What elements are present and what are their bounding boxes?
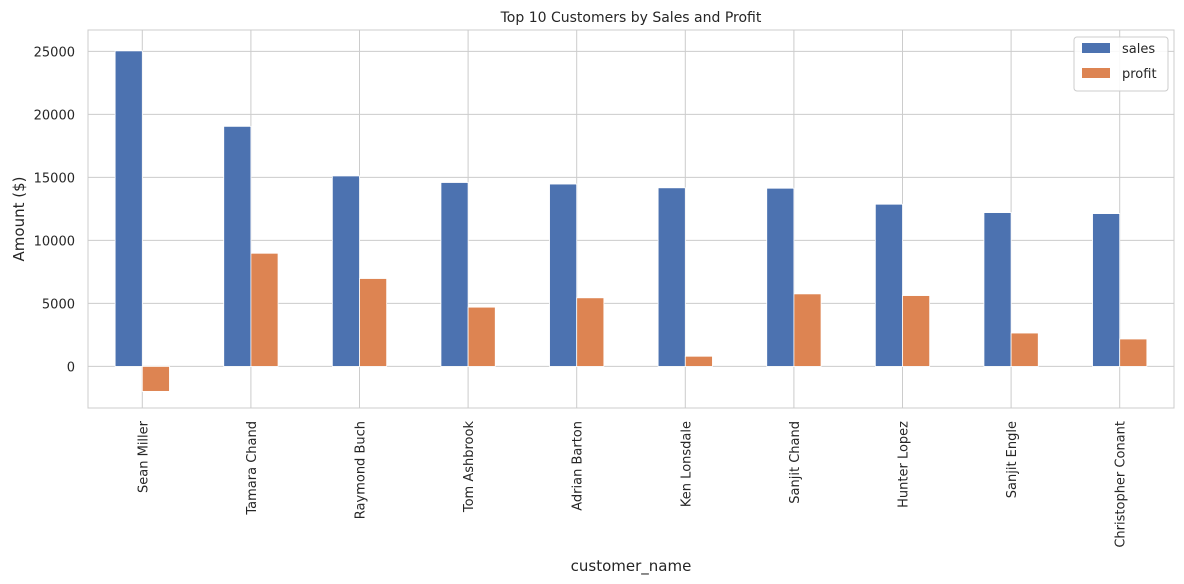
bar-profit-1 <box>250 252 279 367</box>
y-axis-label: Amount ($) <box>10 177 28 262</box>
bar-sales-6 <box>766 187 795 367</box>
bar-sales-8 <box>983 212 1012 367</box>
legend-swatch-sales <box>1082 43 1110 53</box>
x-tick-label: Tom Ashbrook <box>462 421 477 514</box>
bar-sales-4 <box>549 183 578 367</box>
plot-frame <box>87 29 1175 409</box>
y-tick-label: 5000 <box>42 297 75 312</box>
y-tick-labels: 0 5000 10000 15000 20000 25000 <box>34 45 75 375</box>
legend: sales profit <box>1073 36 1169 92</box>
chart-title: Top 10 Customers by Sales and Profit <box>500 10 762 26</box>
bar-sales-2 <box>331 175 360 367</box>
bars <box>114 50 1148 392</box>
bar-sales-1 <box>223 125 252 367</box>
bar-profit-4 <box>576 297 605 367</box>
bar-sales-3 <box>440 182 469 367</box>
x-tick-label: Raymond Buch <box>354 421 369 519</box>
bar-profit-8 <box>1010 332 1039 367</box>
x-tick-label: Sean Miller <box>136 420 151 493</box>
legend-label-profit: profit <box>1122 67 1157 82</box>
x-tick-label: Adrian Barton <box>571 421 586 511</box>
legend-swatch-profit <box>1082 68 1110 78</box>
y-tick-label: 25000 <box>34 45 75 60</box>
x-tick-label: Hunter Lopez <box>897 421 912 508</box>
x-axis-label: customer_name <box>571 557 692 576</box>
x-tick-label: Sanjit Chand <box>788 421 803 504</box>
y-tick-label: 20000 <box>34 108 75 123</box>
bar-profit-9 <box>1119 338 1148 367</box>
bar-profit-0 <box>141 366 170 392</box>
x-tick-label: Tamara Chand <box>245 421 260 516</box>
y-tick-label: 10000 <box>34 234 75 249</box>
bar-sales-7 <box>874 203 903 367</box>
bar-sales-0 <box>114 50 143 367</box>
bar-sales-5 <box>657 187 686 367</box>
legend-label-sales: sales <box>1122 42 1155 57</box>
bar-profit-2 <box>359 278 388 367</box>
bar-profit-7 <box>902 295 931 367</box>
y-tick-label: 15000 <box>34 171 75 186</box>
y-tick-label: 0 <box>67 360 75 375</box>
x-tick-labels: Sean Miller Tamara Chand Raymond Buch Tom A… <box>136 420 1128 547</box>
x-tick-label: Ken Lonsdale <box>679 421 694 507</box>
bar-profit-6 <box>793 293 822 367</box>
bar-sales-9 <box>1092 213 1121 367</box>
bar-profit-3 <box>467 306 496 367</box>
bar-profit-5 <box>684 355 713 367</box>
x-tick-label: Christopher Conant <box>1114 421 1129 548</box>
x-tick-label: Sanjit Engle <box>1005 421 1020 498</box>
